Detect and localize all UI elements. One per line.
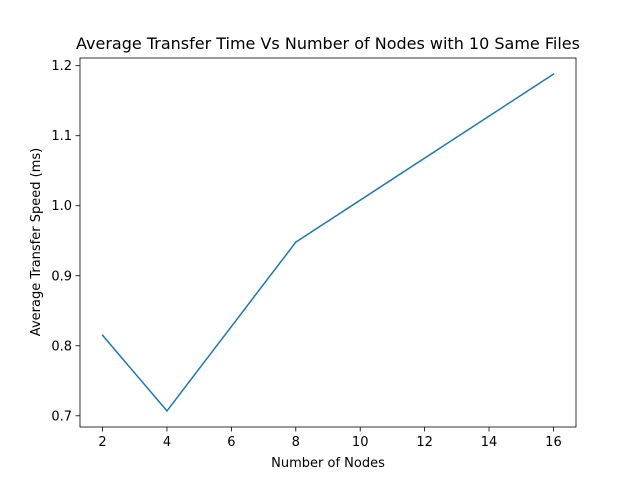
y-tick-label: 0.7	[51, 409, 72, 424]
x-tick-label: 14	[481, 435, 498, 450]
series-line-0	[101, 73, 554, 412]
y-tick-label: 1.2	[51, 59, 72, 74]
x-axis-label: Number of Nodes	[271, 456, 385, 471]
data-point-0-0	[101, 334, 104, 337]
axes-frame	[79, 57, 577, 428]
y-axis-label: Average Transfer Speed (ms)	[29, 148, 44, 336]
x-tick-label: 2	[98, 435, 106, 450]
data-point-0-1	[166, 410, 168, 412]
y-tick-label: 1.1	[51, 129, 72, 144]
y-tick-label: 0.9	[51, 269, 72, 284]
x-tick-label: 4	[163, 435, 171, 450]
x-tick-label: 8	[292, 435, 300, 450]
x-tick-label: 6	[227, 435, 235, 450]
plot-area: 2 4 6 8 10 12 14 16 0.7 0.8 0.9 1.0 1.1 1.2	[51, 57, 577, 450]
x-tick-label: 10	[352, 435, 369, 450]
x-tick-label: 12	[416, 435, 433, 450]
y-tick-label: 0.8	[51, 339, 72, 354]
data-point-0-3	[552, 73, 555, 75]
data-point-0-2	[294, 241, 297, 244]
x-tick-label: 16	[545, 435, 562, 450]
chart-title: Average Transfer Time Vs Number of Nodes…	[76, 34, 580, 53]
y-tick-label: 1.0	[51, 199, 72, 214]
